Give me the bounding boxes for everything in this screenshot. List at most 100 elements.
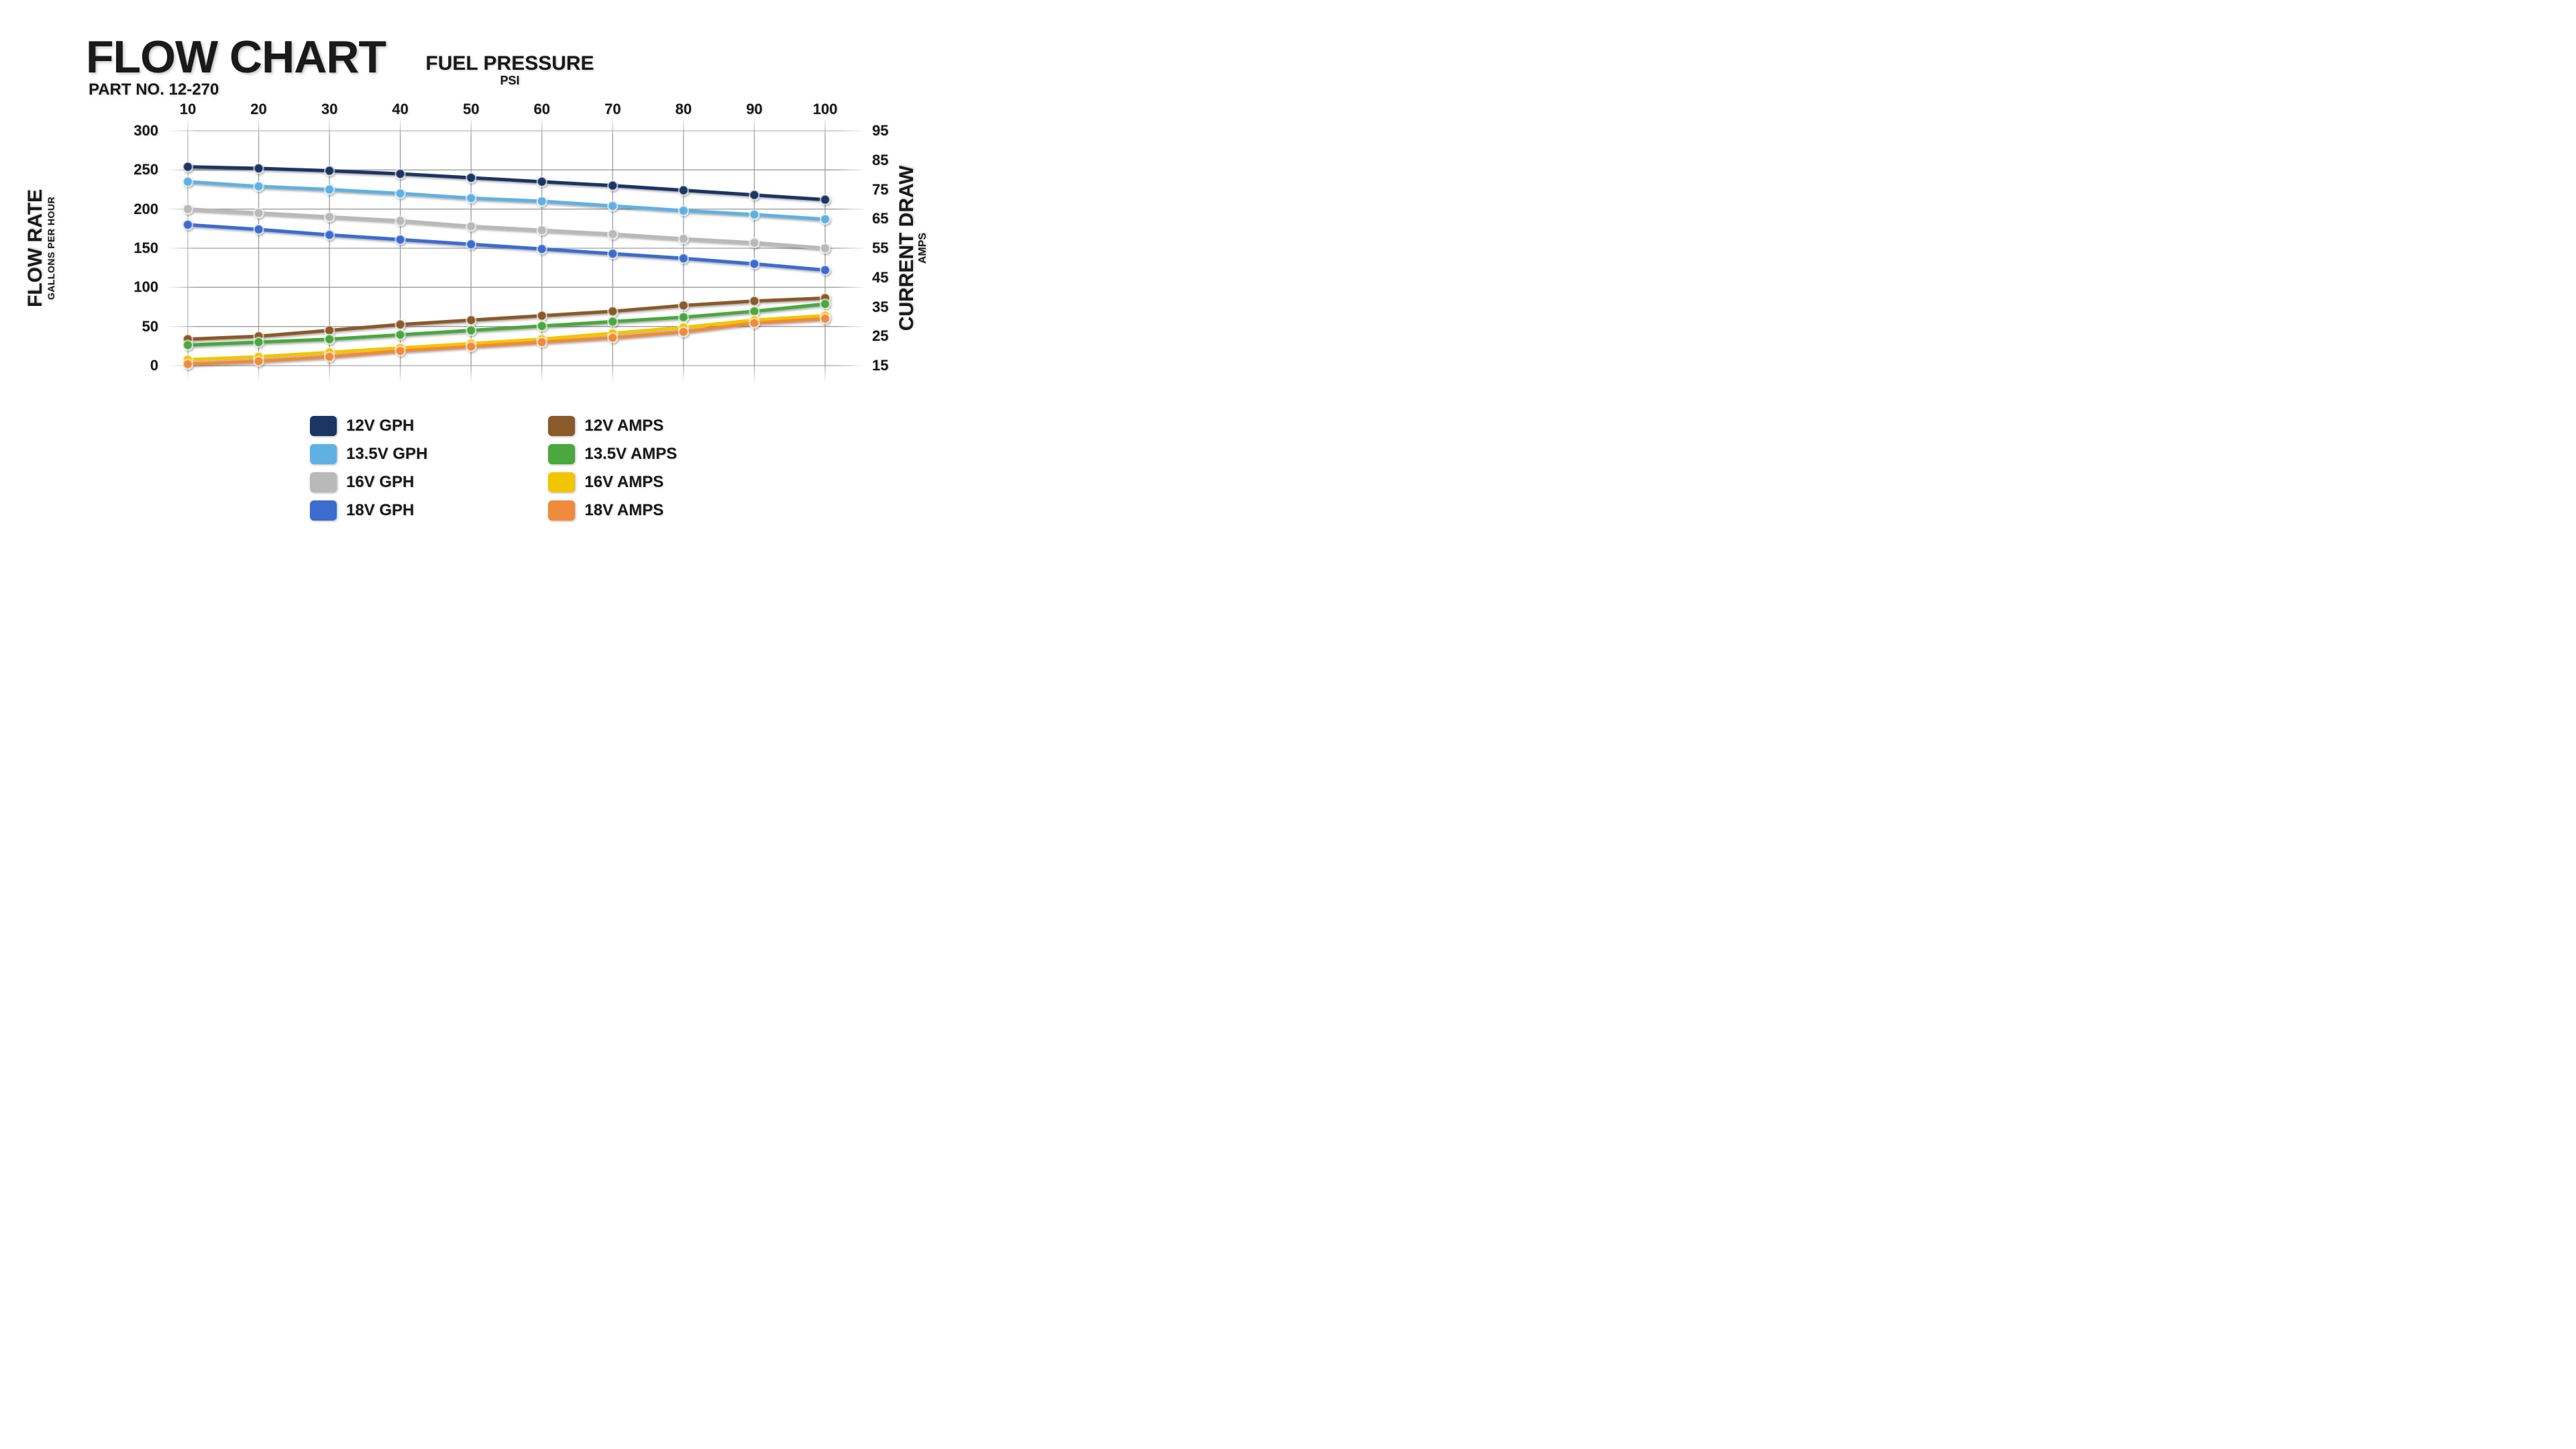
- legend-column-amps: 12V AMPS 13.5V AMPS 16V AMPS 18V AMPS: [548, 416, 677, 521]
- legend-column-gph: 12V GPH 13.5V GPH 16V GPH 18V GPH: [310, 416, 427, 521]
- series-marker: [325, 212, 334, 221]
- tick-label: 300: [133, 122, 158, 140]
- flow-chart-figure: FLOW CHART PART NO. 12-270 FUEL PRESSURE…: [0, 0, 1030, 580]
- series-marker: [749, 297, 759, 306]
- legend-swatch: [548, 444, 575, 464]
- series-marker: [537, 321, 547, 331]
- tick-label: 70: [604, 101, 621, 118]
- tick-label: 150: [133, 239, 158, 257]
- series-marker: [749, 238, 759, 248]
- series-marker: [466, 326, 476, 335]
- tick-label: 35: [872, 299, 888, 316]
- series-marker: [325, 230, 334, 239]
- series-marker: [396, 169, 405, 178]
- series-marker: [254, 337, 264, 347]
- tick-label: 65: [872, 210, 888, 227]
- legend-label: 12V AMPS: [584, 417, 663, 435]
- tick-label: 50: [463, 101, 479, 118]
- tick-label: 95: [872, 122, 888, 140]
- series-marker: [466, 342, 476, 352]
- legend-label: 16V GPH: [346, 473, 414, 492]
- series-marker: [254, 225, 264, 234]
- legend-item-12v_amps: 12V AMPS: [548, 416, 677, 436]
- tick-label: 0: [150, 357, 158, 374]
- series-marker: [396, 330, 405, 339]
- legend-label: 18V GPH: [346, 501, 414, 520]
- tick-label: 10: [180, 101, 196, 118]
- legend-label: 13.5V AMPS: [584, 445, 677, 464]
- legend-label: 12V GPH: [346, 417, 414, 435]
- tick-label: 100: [133, 278, 158, 296]
- series-marker: [396, 216, 405, 225]
- series-marker: [608, 229, 617, 239]
- tick-label: 55: [872, 239, 888, 257]
- series-marker: [537, 225, 547, 235]
- legend-swatch: [548, 416, 575, 436]
- tick-label: 100: [813, 101, 838, 118]
- series-marker: [679, 313, 688, 322]
- legend-item-18v_amps: 18V AMPS: [548, 500, 677, 521]
- legend: 12V GPH13.5V GPH16V GPH18V GPH 12V AMPS1…: [310, 416, 677, 521]
- series-marker: [183, 340, 193, 350]
- series-marker: [679, 254, 688, 263]
- legend-item-12v_gph: 12V GPH: [310, 416, 427, 436]
- series-marker: [183, 177, 193, 186]
- series-marker: [396, 320, 405, 329]
- series-marker: [325, 185, 334, 195]
- series-marker: [820, 299, 830, 309]
- legend-label: 13.5V GPH: [346, 445, 427, 464]
- series-marker: [537, 337, 547, 347]
- series-marker: [325, 335, 334, 344]
- series-marker: [679, 234, 688, 244]
- legend-label: 18V AMPS: [584, 501, 663, 520]
- series-marker: [679, 301, 688, 310]
- tick-label: 45: [872, 269, 888, 286]
- tick-label: 20: [250, 101, 266, 118]
- tick-label: 60: [534, 101, 550, 118]
- series-marker: [183, 360, 193, 369]
- series-marker: [466, 173, 476, 182]
- tick-label: 25: [872, 327, 888, 345]
- series-marker: [537, 244, 547, 254]
- legend-swatch: [310, 416, 337, 436]
- series-marker: [254, 164, 264, 173]
- legend-swatch: [310, 472, 337, 492]
- tick-label: 30: [321, 101, 337, 118]
- series-marker: [820, 244, 830, 253]
- series-marker: [820, 215, 830, 224]
- series-marker: [466, 193, 476, 203]
- series-marker: [466, 221, 476, 231]
- tick-label: 200: [133, 201, 158, 218]
- tick-label: 50: [142, 318, 158, 335]
- series-marker: [325, 352, 334, 362]
- series-marker: [608, 317, 617, 326]
- series-marker: [749, 259, 759, 268]
- series-marker: [537, 177, 547, 186]
- legend-swatch: [310, 500, 337, 521]
- series-marker: [820, 314, 830, 323]
- series-marker: [608, 201, 617, 211]
- series-marker: [183, 205, 193, 214]
- tick-label: 40: [392, 101, 408, 118]
- series-marker: [679, 327, 688, 337]
- series-marker: [466, 315, 476, 325]
- series-marker: [608, 181, 617, 191]
- legend-item-16v_gph: 16V GPH: [310, 472, 427, 492]
- tick-label: 80: [676, 101, 692, 118]
- series-marker: [820, 266, 830, 275]
- tick-label: 75: [872, 181, 888, 199]
- series-marker: [537, 311, 547, 321]
- legend-item-16v_amps: 16V AMPS: [548, 472, 677, 492]
- series-marker: [608, 333, 617, 342]
- series-marker: [183, 220, 193, 229]
- series-marker: [608, 249, 617, 258]
- series-marker: [183, 162, 193, 172]
- series-marker: [396, 235, 405, 244]
- tick-label: 85: [872, 152, 888, 169]
- legend-swatch: [310, 444, 337, 464]
- series-marker: [396, 189, 405, 198]
- tick-label: 250: [133, 161, 158, 178]
- tick-label: 15: [872, 357, 888, 374]
- legend-label: 16V AMPS: [584, 473, 663, 492]
- series-marker: [254, 356, 264, 366]
